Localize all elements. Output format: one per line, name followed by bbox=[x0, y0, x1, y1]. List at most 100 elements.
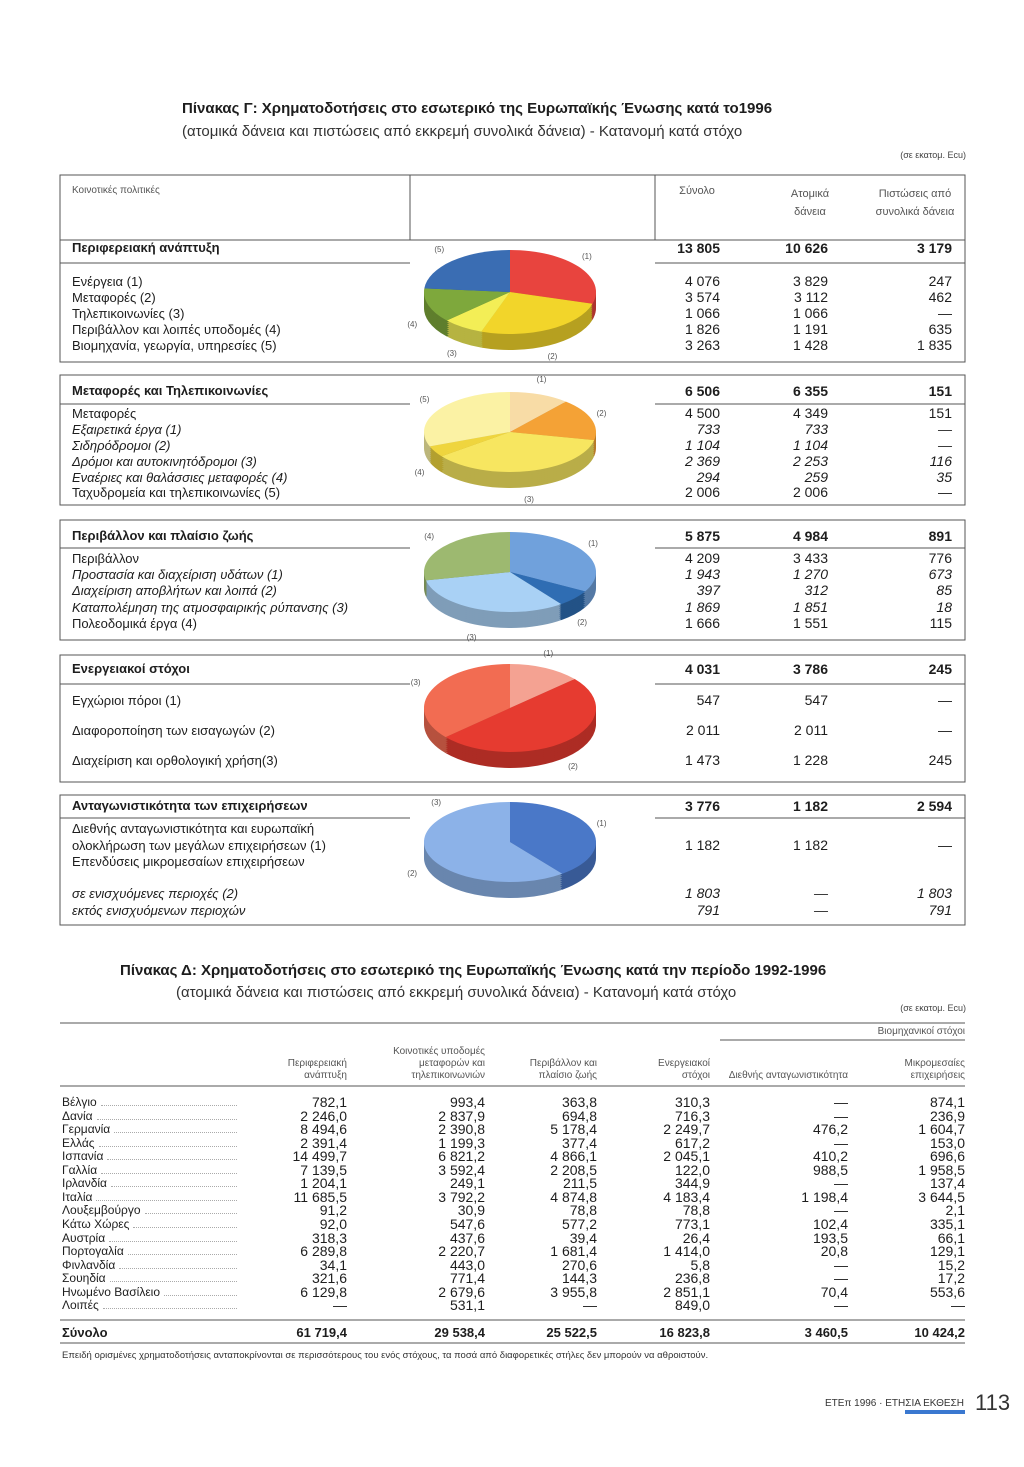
cell-value: 1 681,4 bbox=[550, 1243, 597, 1260]
leader bbox=[114, 1122, 237, 1134]
row-label-cell: Ιρλανδία bbox=[62, 1176, 237, 1190]
row-value: 791 bbox=[696, 902, 720, 918]
cell-value: 102,4 bbox=[812, 1215, 848, 1232]
cell-value: 437,6 bbox=[449, 1229, 485, 1246]
cell-value: 20,8 bbox=[820, 1243, 848, 1260]
cell-value: 193,5 bbox=[812, 1229, 848, 1246]
row-label-cell: Ιταλία bbox=[62, 1190, 237, 1204]
cell-value: 476,2 bbox=[812, 1121, 848, 1138]
total-value: 29 538,4 bbox=[434, 1325, 485, 1340]
row-label: Κάτω Χώρες bbox=[62, 1216, 130, 1231]
row-value: — bbox=[814, 885, 828, 901]
row-label-cell: Σουηδία bbox=[62, 1271, 237, 1285]
row-label-cell: Κάτω Χώρες bbox=[62, 1217, 237, 1231]
row-value: 259 bbox=[804, 469, 828, 485]
cell-value: 4 866,1 bbox=[550, 1148, 597, 1165]
row-value: 151 bbox=[928, 405, 952, 421]
pie-label: (2) bbox=[547, 351, 558, 361]
cell-value: — bbox=[834, 1175, 848, 1192]
row-label: Λουξεμβούργο bbox=[62, 1203, 141, 1218]
section-title: Ανταγωνιστικότητα των επιχειρήσεων bbox=[72, 798, 308, 813]
row-label: Βιομηχανία, γεωργία, υπηρεσίες (5) bbox=[72, 338, 277, 353]
leader bbox=[110, 1176, 237, 1188]
cell-value: — bbox=[583, 1297, 597, 1314]
unit: (σε εκατομ. Ecu) bbox=[900, 1003, 966, 1013]
cell-value: 1 958,5 bbox=[918, 1161, 965, 1178]
cell-value: 3 792,2 bbox=[438, 1188, 485, 1205]
total-value: 25 522,5 bbox=[546, 1325, 597, 1340]
cell-value: 6 129,8 bbox=[300, 1283, 347, 1300]
section-title: Περιβάλλον και πλαίσιο ζωής bbox=[72, 528, 254, 543]
row-value: 3 574 bbox=[684, 289, 720, 305]
pie-slice bbox=[423, 664, 510, 738]
pie-slice bbox=[446, 292, 510, 332]
row-value: 1 803 bbox=[916, 885, 952, 901]
pie-slice bbox=[510, 802, 596, 874]
row-value: 35 bbox=[936, 469, 952, 485]
group-header: Βιομηχανικοί στόχοι bbox=[877, 1026, 965, 1037]
pie-label: (2) bbox=[568, 761, 578, 771]
column-header: Περιβάλλον και πλαίσιο ζωής bbox=[529, 1058, 597, 1081]
row-label: Ελλάς bbox=[62, 1135, 95, 1150]
row-value: 1 182 bbox=[792, 837, 828, 853]
pie-slice bbox=[429, 432, 510, 457]
row-value: — bbox=[938, 837, 952, 853]
cell-value: 874,1 bbox=[929, 1094, 965, 1110]
cell-value: 782,1 bbox=[311, 1094, 347, 1110]
row-label: Καταπολέμηση της ατμοσφαιρικής ρύπανσης … bbox=[72, 600, 349, 615]
row-value: — bbox=[938, 305, 952, 321]
cell-value: 2 249,7 bbox=[663, 1121, 710, 1138]
column-header: Ενεργειακοί στόχοι bbox=[658, 1058, 710, 1081]
pie-label: (4) bbox=[414, 468, 425, 478]
title: Πίνακας Γ: Χρηματοδοτήσεις στο εσωτερικό… bbox=[182, 100, 773, 117]
cell-value: — bbox=[834, 1134, 848, 1151]
cell-value: — bbox=[834, 1107, 848, 1124]
cell-value: 553,6 bbox=[929, 1283, 965, 1300]
row-label-cell: Γαλλία bbox=[62, 1163, 237, 1177]
row-value: 733 bbox=[696, 421, 720, 437]
row-value: 1 270 bbox=[792, 566, 828, 582]
row-value: 18 bbox=[936, 599, 952, 615]
cell-value: 70,4 bbox=[820, 1283, 848, 1300]
row-label-cell: Πορτογαλία bbox=[62, 1244, 237, 1258]
section-total: 151 bbox=[928, 383, 952, 399]
cell-value: 129,1 bbox=[929, 1243, 965, 1260]
leader bbox=[144, 1203, 237, 1215]
pie-label: (1) bbox=[596, 818, 607, 828]
cell-value: — bbox=[834, 1202, 848, 1219]
leader bbox=[127, 1244, 237, 1256]
row-label: Μεταφορές bbox=[72, 406, 137, 421]
subtitle: (ατομικά δάνεια και πιστώσεις από εκκρεμ… bbox=[176, 984, 737, 1001]
total-label: Σύνολο bbox=[62, 1325, 108, 1340]
cell-value: 1 204,1 bbox=[300, 1175, 347, 1192]
cell-value: 39,4 bbox=[569, 1229, 597, 1246]
row-label: Ταχυδρομεία και τηλεπικοινωνίες (5) bbox=[72, 485, 281, 500]
row-label: σε ενισχυόμενες περιοχές (2) bbox=[72, 886, 239, 901]
cell-value: 2 246,0 bbox=[300, 1107, 347, 1124]
section-title: Μεταφορές και Τηλεπικοινωνίες bbox=[72, 383, 269, 398]
cell-value: 236,9 bbox=[929, 1107, 965, 1124]
row-value: 2 011 bbox=[794, 722, 828, 738]
cell-value: 236,8 bbox=[674, 1270, 710, 1287]
pie-slice bbox=[510, 392, 566, 432]
pie-label: (2) bbox=[577, 617, 587, 627]
cell-value: 2 045,1 bbox=[663, 1148, 710, 1165]
row-value: 85 bbox=[936, 582, 952, 598]
row-value: — bbox=[938, 437, 952, 453]
row-value: 1 228 bbox=[792, 752, 828, 768]
row-value: 1 066 bbox=[684, 305, 720, 321]
row-value: 1 943 bbox=[684, 566, 720, 582]
cell-value: 6 821,2 bbox=[438, 1148, 485, 1165]
pie-label: (3) bbox=[524, 494, 534, 504]
cell-value: 716,3 bbox=[674, 1107, 710, 1124]
row-value: 791 bbox=[928, 902, 952, 918]
row-value: — bbox=[938, 722, 952, 738]
pie-slice bbox=[510, 664, 575, 708]
pie-slice bbox=[510, 572, 586, 605]
cell-value: 30,9 bbox=[457, 1202, 485, 1219]
pie-slice bbox=[510, 532, 596, 592]
cell-value: 547,6 bbox=[449, 1215, 485, 1232]
row-label: Περιβάλλον και λοιπές υποδομές (4) bbox=[72, 322, 281, 337]
row-value: 547 bbox=[804, 692, 828, 708]
leader bbox=[96, 1109, 237, 1120]
